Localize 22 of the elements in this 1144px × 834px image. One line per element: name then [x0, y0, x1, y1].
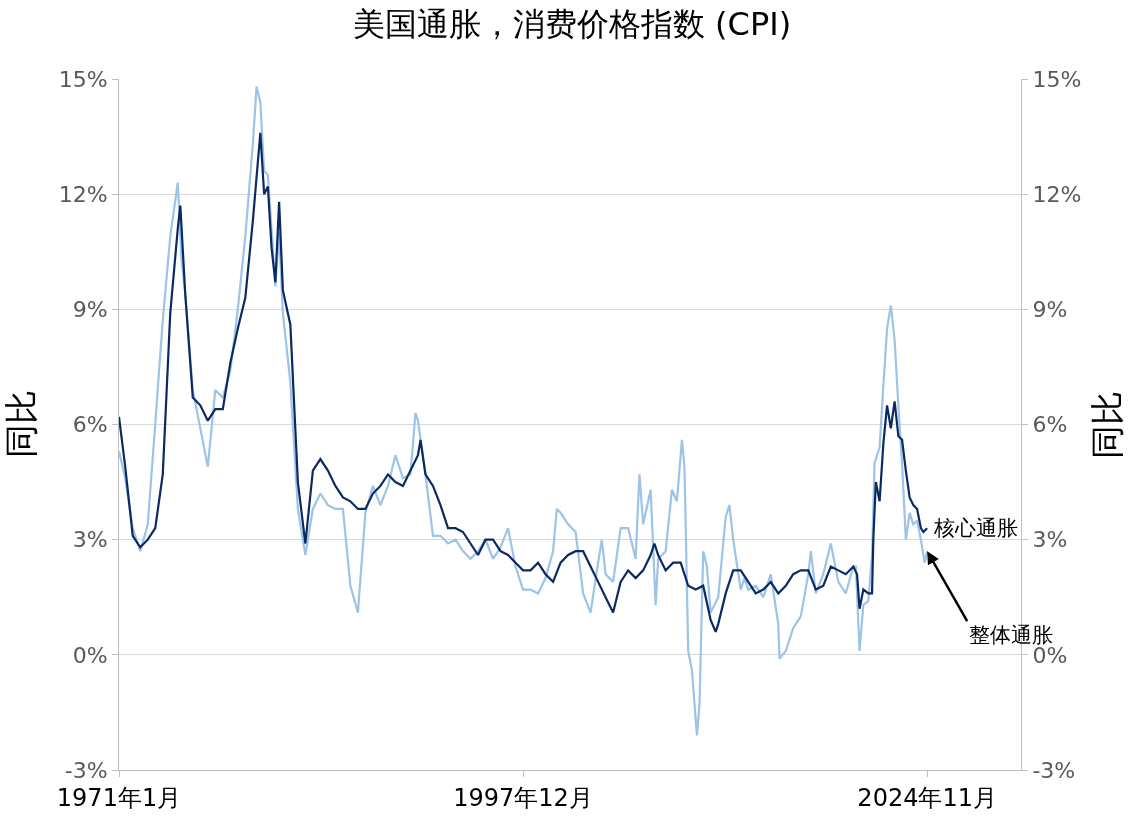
y2-tick-label: 12%	[1032, 181, 1082, 207]
y2-tick-label: 15%	[1032, 66, 1082, 92]
y-tick-label: 6%	[72, 412, 108, 438]
x-tick-label: 2024年11月	[857, 783, 997, 812]
x-tick-label: 1997年12月	[453, 783, 593, 812]
annotation: 核心通胀	[933, 516, 1018, 540]
y-tick-label: 15%	[58, 66, 108, 92]
y-tick-label: -3%	[64, 757, 108, 783]
y-tick-label: 12%	[58, 181, 108, 207]
chart-title: 美国通胀，消费价格指数 (CPI)	[352, 4, 792, 43]
y2-tick-label: 9%	[1032, 297, 1068, 323]
y2-axis-title: 同比	[1086, 390, 1127, 459]
line-series	[119, 131, 929, 633]
y-axis-title: 同比	[1, 390, 42, 459]
y-tick-label: 0%	[72, 642, 108, 668]
x-tick-label: 1971年1月	[56, 783, 182, 812]
y2-tick-label: -3%	[1032, 757, 1076, 783]
y-tick-label: 3%	[72, 527, 108, 553]
y2-tick-label: 3%	[1032, 527, 1068, 553]
annotation: 整体通胀	[969, 623, 1053, 647]
y-tick-label: 9%	[72, 297, 108, 323]
y2-tick-label: 6%	[1032, 412, 1068, 438]
